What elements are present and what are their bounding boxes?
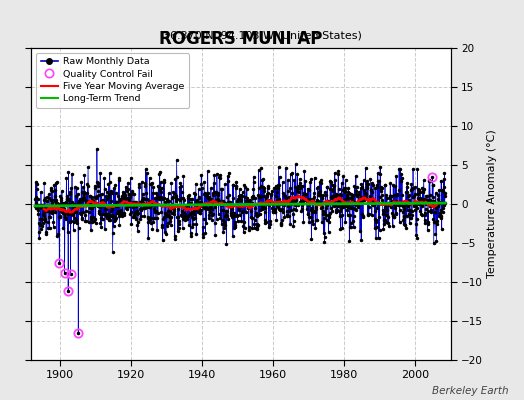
Legend: Raw Monthly Data, Quality Control Fail, Five Year Moving Average, Long-Term Tren: Raw Monthly Data, Quality Control Fail, …	[36, 53, 189, 108]
Title: ROGERS MUNI AP: ROGERS MUNI AP	[159, 30, 323, 48]
Text: Berkeley Earth: Berkeley Earth	[432, 386, 508, 396]
Text: 36.370 N, 94.103 W (United States): 36.370 N, 94.103 W (United States)	[162, 30, 362, 40]
Y-axis label: Temperature Anomaly (°C): Temperature Anomaly (°C)	[487, 130, 497, 278]
